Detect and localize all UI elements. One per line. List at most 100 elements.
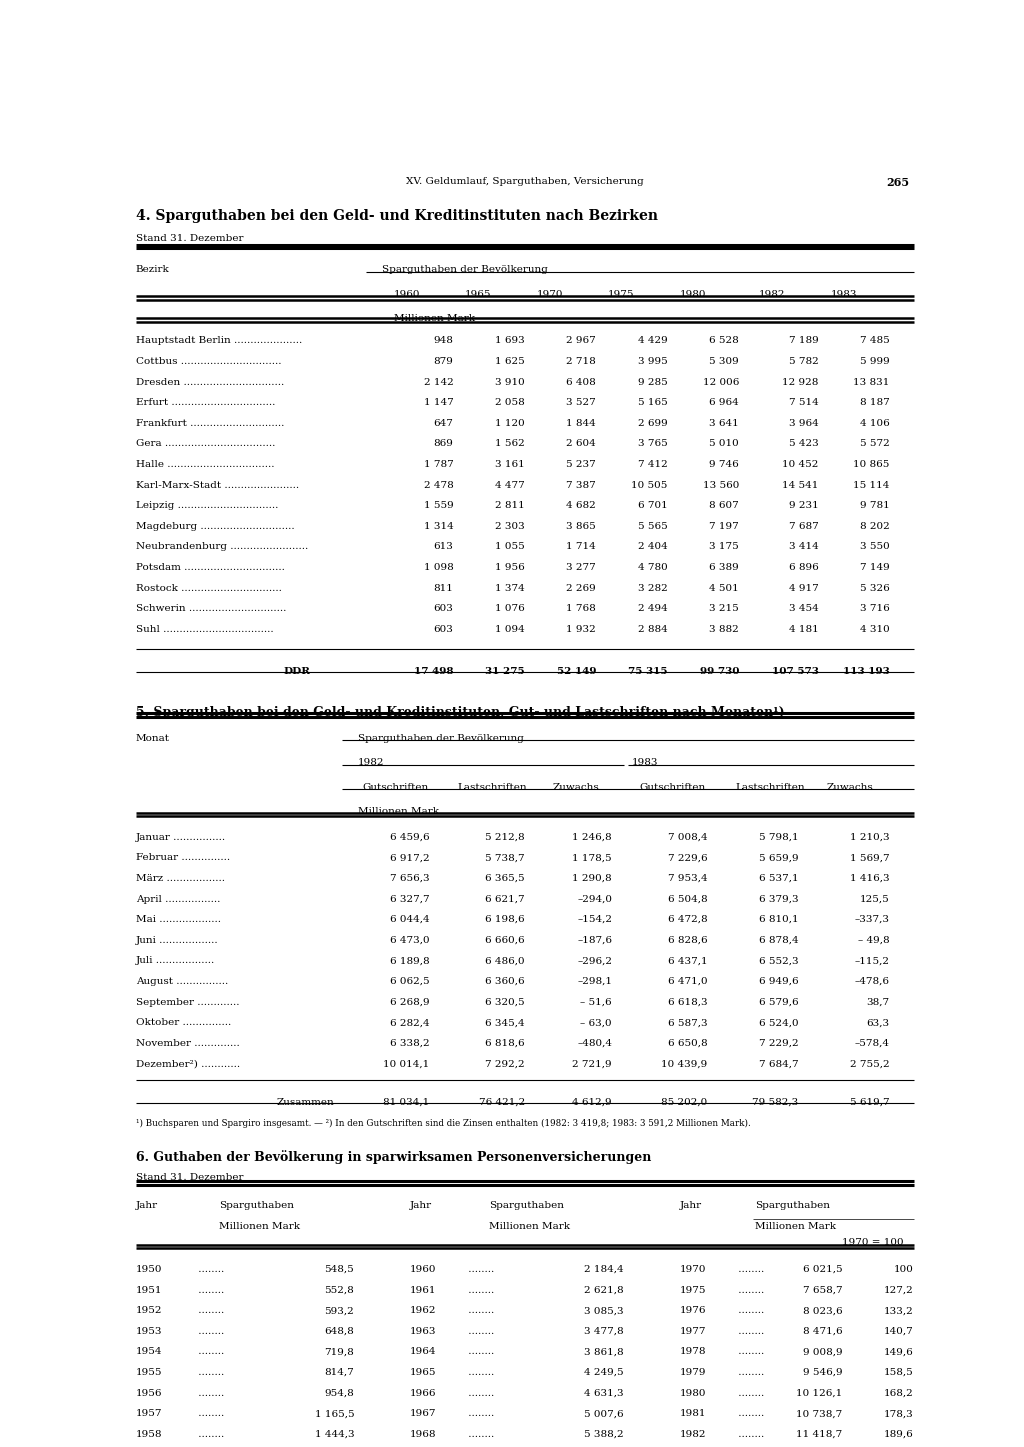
Text: 2 621,8: 2 621,8 [585,1285,624,1295]
Text: 158,5: 158,5 [884,1367,913,1378]
Text: 3 282: 3 282 [638,583,668,593]
Text: 1 625: 1 625 [495,357,524,366]
Text: 814,7: 814,7 [325,1367,354,1378]
Text: Stand 31. Dezember: Stand 31. Dezember [136,1172,244,1182]
Text: Juni ..................: Juni .................. [136,936,218,945]
Text: 1 956: 1 956 [495,563,524,572]
Text: 1 714: 1 714 [566,543,596,551]
Text: Rostock ...............................: Rostock ............................... [136,583,282,593]
Text: 6 579,6: 6 579,6 [759,997,799,1007]
Text: 2 478: 2 478 [424,480,454,489]
Text: 1982: 1982 [759,289,785,298]
Text: 5 326: 5 326 [860,583,890,593]
Text: 6 587,3: 6 587,3 [668,1019,708,1027]
Text: 10 126,1: 10 126,1 [796,1389,842,1398]
Text: 1 165,5: 1 165,5 [314,1409,354,1418]
Text: 10 865: 10 865 [853,460,890,469]
Text: 3 454: 3 454 [788,605,818,614]
Text: 6 486,0: 6 486,0 [485,956,524,965]
Text: 178,3: 178,3 [884,1409,913,1418]
Text: 869: 869 [433,440,454,449]
Text: Karl-Marx-Stadt .......................: Karl-Marx-Stadt ....................... [136,480,299,489]
Text: ........: ........ [196,1347,224,1356]
Text: 6 949,6: 6 949,6 [759,977,799,985]
Text: 1965: 1965 [465,289,492,298]
Text: 1965: 1965 [410,1367,436,1378]
Text: 3 716: 3 716 [860,605,890,614]
Text: –294,0: –294,0 [578,894,612,903]
Text: 1956: 1956 [136,1389,163,1398]
Text: 6 282,4: 6 282,4 [390,1019,430,1027]
Text: 1 844: 1 844 [566,418,596,428]
Text: –115,2: –115,2 [855,956,890,965]
Text: 2 811: 2 811 [495,501,524,511]
Text: – 49,8: – 49,8 [858,936,890,945]
Text: 9 781: 9 781 [860,501,890,511]
Text: 6 044,4: 6 044,4 [390,915,430,925]
Text: Juli ..................: Juli .................. [136,956,215,965]
Text: – 51,6: – 51,6 [581,997,612,1007]
Text: 2 184,4: 2 184,4 [585,1265,624,1273]
Text: 6 365,5: 6 365,5 [485,874,524,883]
Text: 3 910: 3 910 [495,378,524,386]
Text: 719,8: 719,8 [325,1347,354,1356]
Text: 6 896: 6 896 [788,563,818,572]
Text: 5 010: 5 010 [710,440,739,449]
Text: 6. Guthaben der Bevölkerung in sparwirksamen Personenversicherungen: 6. Guthaben der Bevölkerung in sparwirks… [136,1150,651,1165]
Text: 1 290,8: 1 290,8 [572,874,612,883]
Text: 6 437,1: 6 437,1 [668,956,708,965]
Text: 1954: 1954 [136,1347,163,1356]
Text: ........: ........ [465,1389,495,1398]
Text: Schwerin ..............................: Schwerin .............................. [136,605,287,614]
Text: Leipzig ...............................: Leipzig ............................... [136,501,279,511]
Text: April .................: April ................. [136,894,220,903]
Text: 6 618,3: 6 618,3 [668,997,708,1007]
Text: 7 412: 7 412 [638,460,668,469]
Text: Lastschriften: Lastschriften [458,783,527,792]
Text: 1955: 1955 [136,1367,163,1378]
Text: 7 687: 7 687 [788,522,818,531]
Text: 3 085,3: 3 085,3 [585,1307,624,1315]
Text: 1 098: 1 098 [424,563,454,572]
Text: 100: 100 [894,1265,913,1273]
Text: Sparguthaben: Sparguthaben [489,1201,564,1211]
Text: 38,7: 38,7 [866,997,890,1007]
Text: 4 501: 4 501 [710,583,739,593]
Text: 1 932: 1 932 [566,625,596,634]
Text: 63,3: 63,3 [866,1019,890,1027]
Text: 7 658,7: 7 658,7 [803,1285,842,1295]
Text: –296,2: –296,2 [578,956,612,965]
Text: 1 210,3: 1 210,3 [850,832,890,842]
Text: 3 477,8: 3 477,8 [585,1327,624,1336]
Text: ........: ........ [735,1347,764,1356]
Text: 1 055: 1 055 [495,543,524,551]
Text: 3 215: 3 215 [710,605,739,614]
Text: 14 541: 14 541 [782,480,818,489]
Text: 6 473,0: 6 473,0 [390,936,430,945]
Text: 107 573: 107 573 [771,667,818,676]
Text: 7 229,2: 7 229,2 [759,1039,799,1048]
Text: Gutschriften: Gutschriften [640,783,707,792]
Text: 9 285: 9 285 [638,378,668,386]
Text: 8 607: 8 607 [710,501,739,511]
Text: ........: ........ [196,1327,224,1336]
Text: 2 494: 2 494 [638,605,668,614]
Text: Erfurt ................................: Erfurt ................................ [136,398,275,407]
Text: 76 421,2: 76 421,2 [478,1098,524,1107]
Text: 1979: 1979 [680,1367,707,1378]
Text: 99 730: 99 730 [699,667,739,676]
Text: 5 309: 5 309 [710,357,739,366]
Text: Potsdam ...............................: Potsdam ............................... [136,563,285,572]
Text: 9 231: 9 231 [788,501,818,511]
Text: 3 964: 3 964 [788,418,818,428]
Text: 548,5: 548,5 [325,1265,354,1273]
Text: ........: ........ [465,1265,495,1273]
Text: 1983: 1983 [632,758,658,767]
Text: 149,6: 149,6 [884,1347,913,1356]
Text: ........: ........ [196,1409,224,1418]
Text: 1963: 1963 [410,1327,436,1336]
Text: 1952: 1952 [136,1307,163,1315]
Text: Jahr: Jahr [410,1201,432,1211]
Text: 6 327,7: 6 327,7 [390,894,430,903]
Text: 10 452: 10 452 [782,460,818,469]
